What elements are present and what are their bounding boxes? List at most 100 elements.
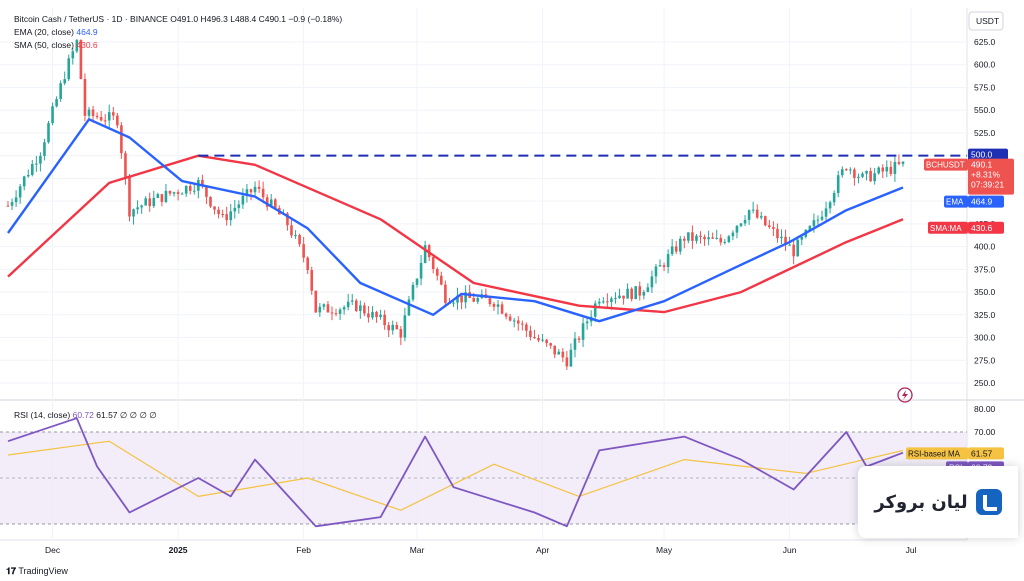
candle-body [865, 171, 868, 174]
candle-body [253, 186, 257, 193]
candle-body [346, 301, 350, 308]
currency-select-box [968, 11, 1004, 31]
candle-body [634, 286, 638, 300]
candle-body [715, 237, 719, 239]
candle-body [431, 257, 435, 270]
price-tick-label: 550.0 [974, 105, 996, 115]
candle-body [873, 173, 876, 182]
candle-body [172, 192, 176, 194]
candle-body [18, 186, 22, 198]
candle-body [780, 236, 783, 239]
candle-body [176, 192, 180, 194]
rsi-ma-value-tag-text: 61.57 [971, 448, 993, 458]
candle-body [869, 171, 872, 182]
candle-body [650, 276, 654, 288]
candle-body [456, 295, 459, 303]
candle-body [792, 244, 795, 257]
candle-body [731, 232, 735, 237]
candle-body [387, 325, 390, 331]
candle-body [132, 209, 135, 217]
current-price-tag-box [968, 158, 1014, 195]
candle-body [298, 235, 301, 245]
candle-body [727, 236, 731, 242]
indicator-lines [7, 118, 904, 528]
candle-body [772, 227, 775, 229]
time-tick-label: Apr [536, 545, 549, 555]
candle-body [91, 109, 95, 116]
candle-body [83, 79, 87, 116]
candle-body [79, 40, 83, 80]
rsi-legend[interactable]: RSI (14, close) 60.72 61.57 ∅ ∅ ∅ ∅ [14, 410, 157, 421]
candle-body [707, 237, 710, 240]
candle-body [440, 275, 443, 285]
symbol-title: Bitcoin Cash / TetherUS · 1D · BINANCE [14, 14, 168, 24]
candle-body [569, 349, 573, 367]
price-tick-label: 350.0 [974, 287, 996, 297]
rsi-ma-legend-value: 61.57 [96, 410, 118, 420]
candle-body [476, 297, 480, 302]
candle-body [739, 223, 743, 226]
candle-body [687, 232, 690, 241]
candle-body [654, 266, 658, 277]
candle-body [403, 315, 407, 338]
candle-body [508, 316, 512, 321]
candle-body [128, 176, 131, 217]
symbol-tag-box [924, 158, 968, 171]
candle-body [678, 238, 682, 252]
candle-body [294, 235, 297, 237]
candle-body [836, 175, 840, 193]
candle-body [626, 288, 629, 299]
candle-body [537, 338, 540, 341]
candle-body [812, 220, 816, 227]
candle-body [800, 236, 804, 240]
sma-legend[interactable]: SMA (50, close) 430.6 [14, 40, 98, 50]
candle-body [452, 302, 455, 304]
candle-body [504, 313, 508, 317]
candle-body [670, 246, 674, 255]
rsi-ma-tag-box [906, 447, 968, 460]
current-price-tag-text: 07:39:21 [971, 180, 1004, 190]
candle-body [43, 142, 46, 156]
candle-body [407, 299, 411, 316]
tradingview-footer[interactable]: 𝟏𝟕 TradingView [6, 566, 68, 577]
candle-body [273, 199, 277, 208]
candle-body [229, 211, 233, 221]
candle-body [140, 205, 143, 208]
ema-legend-value: 464.9 [76, 27, 98, 37]
candle-body [577, 338, 581, 340]
price-tick-label: 375.0 [974, 264, 996, 274]
candle-body [164, 190, 168, 202]
candle-body [326, 304, 330, 313]
candle-body [75, 40, 79, 52]
candle-body [662, 265, 666, 268]
candle-body [51, 106, 54, 124]
candle-body [322, 304, 326, 307]
candle-body [711, 237, 714, 239]
candle-body [897, 162, 901, 164]
rsi-ma-value-tag-box [968, 447, 1004, 460]
lightning-icon[interactable] [897, 387, 913, 403]
ema-legend[interactable]: EMA (20, close) 464.9 [14, 27, 98, 37]
candle-body [423, 245, 427, 263]
time-tick-label: Mar [410, 545, 425, 555]
candle-body [152, 197, 156, 207]
candle-body [306, 257, 309, 271]
candle-body [188, 185, 192, 191]
candle-body [832, 192, 836, 203]
candle-body [318, 306, 322, 313]
candle-body [124, 153, 127, 177]
candle-body [350, 300, 354, 302]
broker-logo-icon [975, 489, 1002, 515]
rsi-tick-label: 70.00 [974, 427, 996, 437]
candle-body [383, 314, 386, 326]
candle-body [245, 189, 249, 196]
candle-body [585, 321, 589, 324]
candle-body [363, 305, 366, 314]
time-tick-label: May [656, 545, 673, 555]
candle-body [419, 262, 423, 279]
ema-value-tag-text: 464.9 [971, 197, 993, 207]
candle-body [747, 210, 751, 220]
candle-body [334, 313, 338, 315]
candle-body [492, 304, 496, 307]
